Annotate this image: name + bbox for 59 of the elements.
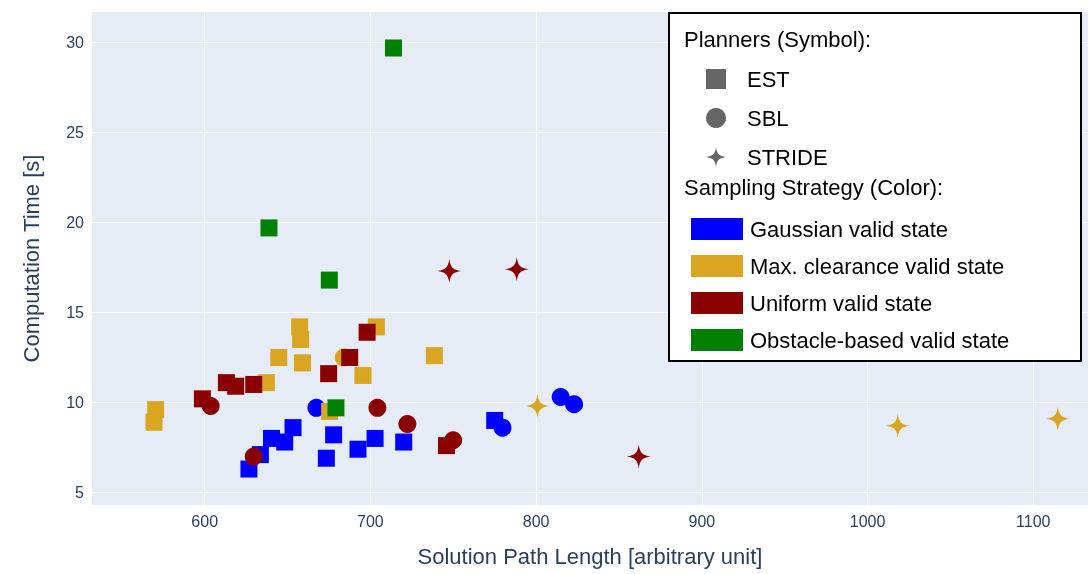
point <box>284 419 302 437</box>
point <box>292 330 310 348</box>
x-tick-label: 600 <box>191 512 219 530</box>
point <box>276 433 294 451</box>
y-tick-label: 20 <box>66 214 85 232</box>
point <box>525 394 550 419</box>
legend-label: STRIDE <box>747 144 828 170</box>
point <box>437 259 462 284</box>
y-tick-label: 10 <box>66 393 85 411</box>
point <box>227 377 245 395</box>
x-axis-title: Solution Path Length [arbitrary unit] <box>417 543 763 569</box>
point <box>444 431 463 450</box>
point <box>366 429 384 447</box>
point <box>358 323 376 341</box>
y-tick-label: 5 <box>75 483 85 501</box>
y-tick-label: 25 <box>66 124 85 142</box>
text: Sampling Strategy (Color): <box>684 174 944 200</box>
legend-label: EST <box>747 66 790 92</box>
point <box>885 413 910 438</box>
point <box>293 354 311 372</box>
x-tick-label: 700 <box>357 512 384 530</box>
point <box>327 399 345 417</box>
point <box>201 397 220 416</box>
legend-label: SBL <box>747 105 789 131</box>
point <box>245 375 263 393</box>
point <box>368 398 387 417</box>
point <box>145 413 163 431</box>
legend-label: Uniform valid state <box>750 290 933 316</box>
legend-label: Obstacle-based valid state <box>750 327 1010 353</box>
x-tick-label: 1100 <box>1016 512 1051 530</box>
point <box>354 366 372 384</box>
point <box>1045 406 1070 431</box>
legend-label: Max. clearance valid state <box>750 253 1005 279</box>
point <box>341 348 359 366</box>
point <box>320 271 338 289</box>
point <box>504 257 529 282</box>
point <box>384 39 402 57</box>
y-tick-label: 30 <box>66 34 85 52</box>
point <box>270 348 288 366</box>
point <box>349 440 367 458</box>
point <box>425 347 443 365</box>
point <box>551 388 570 407</box>
point <box>244 447 263 466</box>
point <box>493 418 512 437</box>
point <box>317 449 335 467</box>
point <box>260 219 278 237</box>
text: Planners (Symbol): <box>684 26 872 52</box>
x-tick-label: 800 <box>522 512 550 530</box>
point <box>398 415 417 434</box>
legend-label: Gaussian valid state <box>750 216 949 242</box>
point <box>325 426 343 444</box>
x-tick-label: 900 <box>688 512 716 530</box>
x-tick-label: 1000 <box>849 512 886 530</box>
point <box>626 444 651 469</box>
point <box>320 365 338 383</box>
y-tick-label: 15 <box>66 303 85 321</box>
y-axis-title: Computation Time [s] <box>18 154 44 363</box>
point <box>395 433 413 451</box>
point <box>565 395 584 414</box>
